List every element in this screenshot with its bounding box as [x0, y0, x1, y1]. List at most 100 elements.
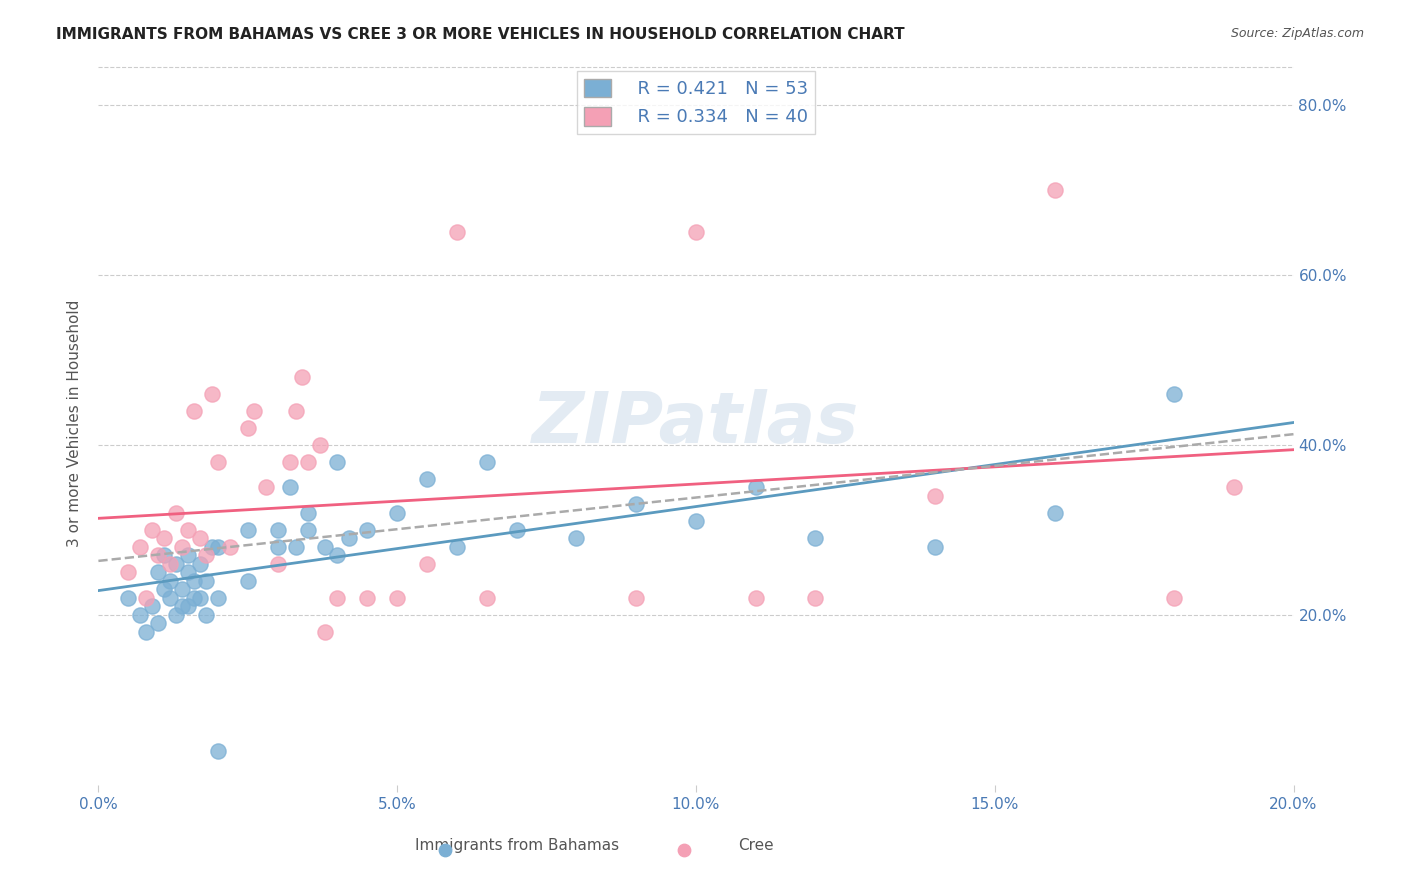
Text: Source: ZipAtlas.com: Source: ZipAtlas.com [1230, 27, 1364, 40]
Cree [804, 591, 827, 605]
Immigrants from Bahamas [745, 480, 768, 494]
Immigrants from Bahamas [924, 540, 946, 554]
Cree [201, 387, 224, 401]
Immigrants from Bahamas [475, 455, 498, 469]
Immigrants from Bahamas [1163, 387, 1185, 401]
Text: ZIPatlas: ZIPatlas [533, 389, 859, 458]
Cree [308, 438, 330, 452]
Immigrants from Bahamas [188, 557, 211, 571]
Cree [685, 226, 707, 240]
Cree [267, 557, 290, 571]
Immigrants from Bahamas [267, 540, 290, 554]
Cree [284, 404, 307, 418]
Immigrants from Bahamas [153, 582, 176, 597]
Immigrants from Bahamas [183, 574, 205, 588]
Cree [148, 549, 170, 563]
Legend:   R = 0.421   N = 53,   R = 0.334   N = 40: R = 0.421 N = 53, R = 0.334 N = 40 [576, 71, 815, 134]
Immigrants from Bahamas [326, 549, 349, 563]
Cree [1223, 480, 1246, 494]
Immigrants from Bahamas [385, 506, 409, 520]
Immigrants from Bahamas [117, 591, 139, 605]
Immigrants from Bahamas [141, 599, 163, 614]
Text: Immigrants from Bahamas: Immigrants from Bahamas [415, 838, 619, 853]
Immigrants from Bahamas [804, 532, 827, 546]
Text: IMMIGRANTS FROM BAHAMAS VS CREE 3 OR MORE VEHICLES IN HOUSEHOLD CORRELATION CHAR: IMMIGRANTS FROM BAHAMAS VS CREE 3 OR MOR… [56, 27, 905, 42]
Immigrants from Bahamas [201, 540, 224, 554]
Immigrants from Bahamas [207, 591, 229, 605]
Immigrants from Bahamas [315, 540, 337, 554]
Immigrants from Bahamas [153, 549, 176, 563]
Cree [153, 532, 176, 546]
Cree [326, 591, 349, 605]
Immigrants from Bahamas [236, 574, 259, 588]
Cree [297, 455, 319, 469]
Cree [243, 404, 266, 418]
Immigrants from Bahamas [506, 523, 529, 537]
Immigrants from Bahamas [278, 480, 301, 494]
Cree [117, 566, 139, 580]
Cree [207, 455, 229, 469]
Cree [219, 540, 242, 554]
Cree [416, 557, 439, 571]
Immigrants from Bahamas [159, 574, 181, 588]
Cree [188, 532, 211, 546]
Cree [236, 421, 259, 435]
Immigrants from Bahamas [207, 744, 229, 758]
Cree [385, 591, 409, 605]
Cree [291, 370, 314, 384]
Cree [183, 404, 205, 418]
Cree [475, 591, 498, 605]
Immigrants from Bahamas [188, 591, 211, 605]
Cree [1043, 183, 1066, 197]
Cree [446, 226, 468, 240]
Cree [159, 557, 181, 571]
Cree [1163, 591, 1185, 605]
Immigrants from Bahamas [1043, 506, 1066, 520]
Immigrants from Bahamas [446, 540, 468, 554]
Immigrants from Bahamas [177, 549, 200, 563]
Immigrants from Bahamas [195, 574, 218, 588]
Immigrants from Bahamas [236, 523, 259, 537]
Immigrants from Bahamas [165, 607, 187, 622]
Immigrants from Bahamas [148, 566, 170, 580]
Immigrants from Bahamas [183, 591, 205, 605]
Immigrants from Bahamas [416, 472, 439, 486]
Immigrants from Bahamas [565, 532, 588, 546]
Immigrants from Bahamas [172, 582, 194, 597]
Immigrants from Bahamas [207, 540, 229, 554]
Cree [924, 489, 946, 503]
Immigrants from Bahamas [172, 599, 194, 614]
Immigrants from Bahamas [685, 515, 707, 529]
Immigrants from Bahamas [267, 523, 290, 537]
Immigrants from Bahamas [326, 455, 349, 469]
Immigrants from Bahamas [339, 532, 361, 546]
Cree [165, 506, 187, 520]
Immigrants from Bahamas [135, 624, 157, 639]
Immigrants from Bahamas [284, 540, 307, 554]
Immigrants from Bahamas [297, 523, 319, 537]
Immigrants from Bahamas [129, 607, 152, 622]
Immigrants from Bahamas [356, 523, 378, 537]
Immigrants from Bahamas [177, 599, 200, 614]
Cree [278, 455, 301, 469]
Immigrants from Bahamas [195, 607, 218, 622]
Cree [356, 591, 378, 605]
Cree [315, 624, 337, 639]
Cree [254, 480, 277, 494]
Immigrants from Bahamas [165, 557, 187, 571]
Immigrants from Bahamas [148, 616, 170, 631]
Text: Cree: Cree [738, 838, 773, 853]
Immigrants from Bahamas [177, 566, 200, 580]
Cree [626, 591, 648, 605]
Cree [141, 523, 163, 537]
Cree [745, 591, 768, 605]
Cree [129, 540, 152, 554]
Cree [177, 523, 200, 537]
Cree [195, 549, 218, 563]
Y-axis label: 3 or more Vehicles in Household: 3 or more Vehicles in Household [67, 300, 83, 548]
Immigrants from Bahamas [159, 591, 181, 605]
Cree [172, 540, 194, 554]
Immigrants from Bahamas [297, 506, 319, 520]
Immigrants from Bahamas [626, 498, 648, 512]
Cree [135, 591, 157, 605]
